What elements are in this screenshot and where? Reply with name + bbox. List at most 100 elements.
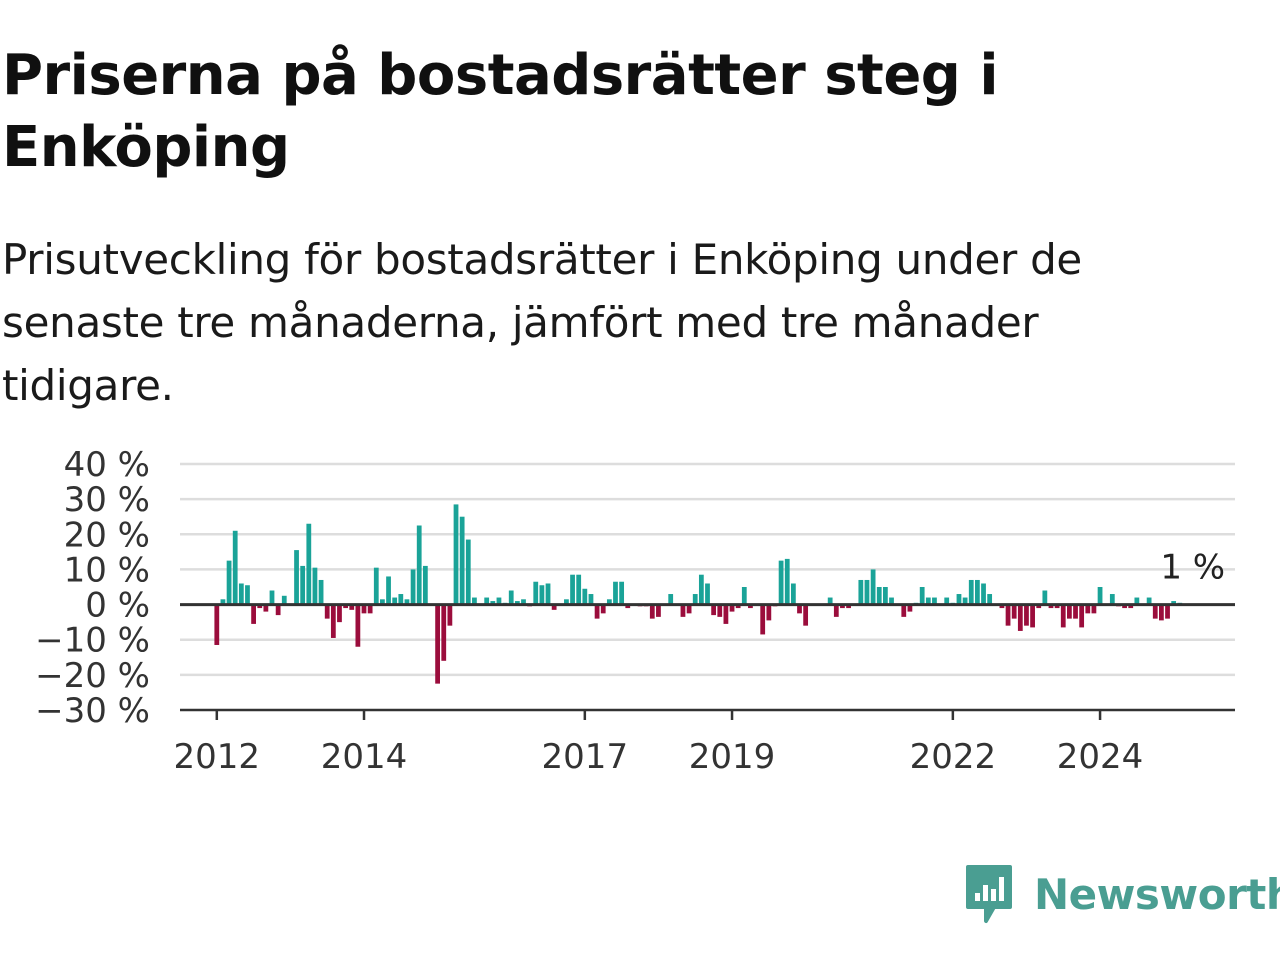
bar xyxy=(723,604,729,624)
bar xyxy=(932,597,937,605)
bar xyxy=(748,604,753,609)
bar xyxy=(1060,604,1066,628)
bar xyxy=(410,569,416,605)
bar xyxy=(1024,604,1029,626)
bar xyxy=(698,574,704,605)
bar xyxy=(521,599,526,605)
bar xyxy=(1165,604,1170,619)
bar xyxy=(717,604,723,617)
bar xyxy=(508,590,514,605)
bar xyxy=(269,590,275,605)
bar xyxy=(472,597,477,605)
bar xyxy=(956,594,962,605)
bar xyxy=(833,604,839,617)
x-tick-label: 2022 xyxy=(910,737,997,777)
bar xyxy=(797,604,802,614)
bar xyxy=(1128,604,1134,609)
newsworthy-logo: Newsworthy xyxy=(964,862,1280,926)
bar xyxy=(422,565,428,605)
bar xyxy=(840,604,845,609)
y-tick-label: 30 % xyxy=(64,480,150,520)
y-tick-label: 40 % xyxy=(64,445,150,485)
bar xyxy=(827,597,833,605)
bar xyxy=(889,597,894,605)
bar xyxy=(324,604,330,619)
bar xyxy=(1134,597,1140,605)
bar xyxy=(386,576,391,605)
bar xyxy=(300,565,306,605)
bar xyxy=(901,604,907,617)
bar xyxy=(484,597,490,605)
bar xyxy=(735,604,741,609)
bar xyxy=(330,604,336,638)
bar xyxy=(944,597,950,605)
bar xyxy=(398,594,404,605)
bar xyxy=(245,585,250,605)
bar xyxy=(416,525,422,605)
bar xyxy=(870,569,876,605)
bar xyxy=(1054,604,1060,609)
bars xyxy=(214,504,1183,684)
bar xyxy=(858,579,864,605)
newsworthy-logo-icon xyxy=(966,865,1012,923)
bar xyxy=(263,604,269,612)
bar xyxy=(705,583,710,605)
bar xyxy=(619,581,625,605)
brand-name: Newsworthy xyxy=(1034,869,1280,919)
bar xyxy=(1042,590,1048,605)
bar xyxy=(355,604,361,647)
bar xyxy=(864,579,870,605)
bar xyxy=(649,604,655,619)
page-title: Priserna på bostadsrätter steg i Enköpin… xyxy=(2,43,999,180)
bar xyxy=(214,604,220,645)
bar xyxy=(606,599,612,605)
bar xyxy=(281,595,287,605)
bar xyxy=(711,604,717,616)
bar xyxy=(1159,604,1164,621)
bar xyxy=(582,588,588,605)
bar xyxy=(919,587,925,605)
bar xyxy=(251,604,256,624)
bar xyxy=(876,587,882,605)
bar xyxy=(1097,587,1103,605)
bar xyxy=(588,594,594,605)
bar xyxy=(232,530,238,605)
bar xyxy=(1036,604,1042,609)
bar xyxy=(392,597,398,605)
bar xyxy=(545,583,551,605)
y-tick-label: 10 % xyxy=(64,550,150,590)
bar xyxy=(294,550,299,605)
bar xyxy=(373,567,379,605)
bar xyxy=(447,604,453,626)
bar xyxy=(962,597,968,605)
bar xyxy=(882,587,888,605)
bar xyxy=(318,579,324,605)
bar xyxy=(238,583,244,605)
bar xyxy=(1011,604,1017,619)
bar xyxy=(337,604,342,623)
bar xyxy=(570,574,575,605)
bar xyxy=(766,604,772,621)
bar xyxy=(594,604,600,619)
bar xyxy=(625,604,631,609)
bar xyxy=(404,599,410,605)
bar xyxy=(656,604,661,617)
bar xyxy=(1017,604,1023,631)
page-subtitle: Prisutveckling för bostadsrätter i Enköp… xyxy=(2,235,1082,410)
bar xyxy=(349,604,355,610)
bar xyxy=(459,516,465,605)
bar xyxy=(1067,604,1072,619)
bar xyxy=(441,604,447,661)
bar xyxy=(312,567,318,605)
bar xyxy=(1122,604,1127,609)
x-tick-label: 2019 xyxy=(689,737,776,777)
bar xyxy=(803,604,809,626)
x-tick-label: 2024 xyxy=(1057,737,1144,777)
bar xyxy=(1005,604,1011,626)
last-value-label: 1 % xyxy=(1160,548,1225,588)
bar xyxy=(968,579,974,605)
bar xyxy=(668,594,674,605)
bar xyxy=(551,604,557,610)
bar xyxy=(692,594,698,605)
axes xyxy=(180,603,1235,720)
